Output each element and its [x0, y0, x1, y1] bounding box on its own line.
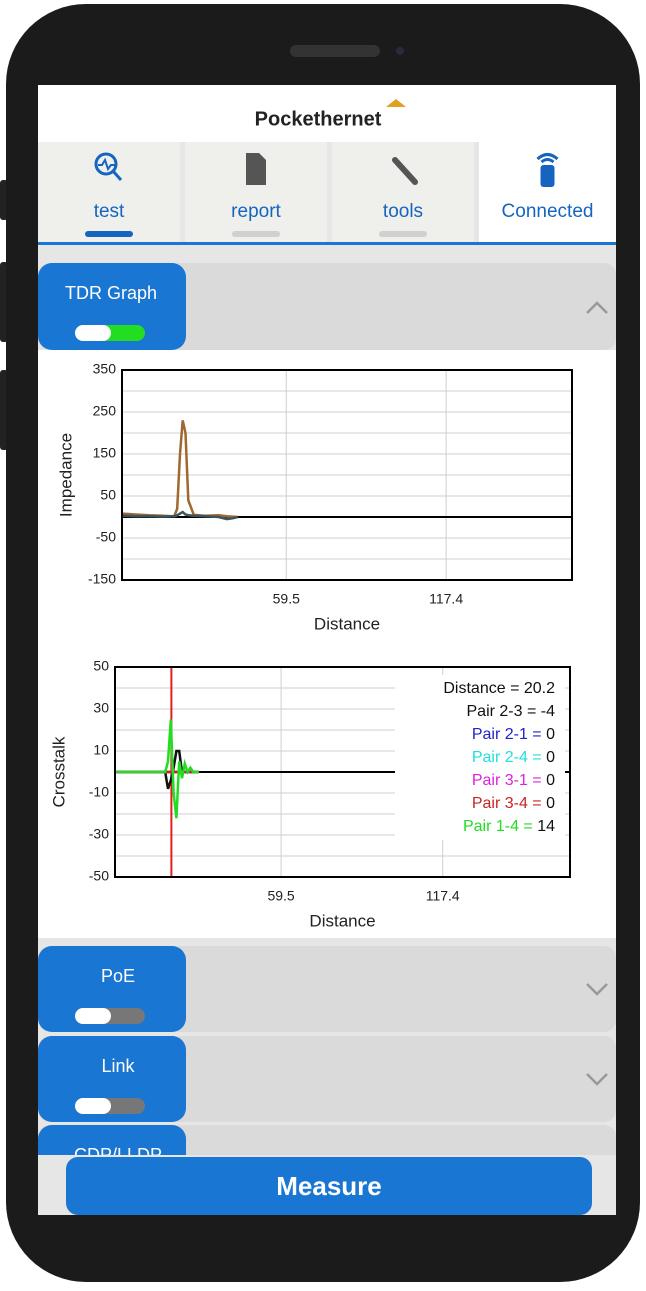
- x-tick-label: 59.5: [267, 888, 294, 904]
- tab-indicator: [232, 231, 280, 237]
- header: [38, 85, 616, 142]
- section-pill[interactable]: [38, 1125, 186, 1211]
- y-tick-label: -30: [89, 826, 109, 842]
- y-tick-label: 50: [93, 658, 109, 674]
- section-title[interactable]: Link: [101, 1056, 135, 1076]
- readout: Pair 3-1 = 0: [472, 772, 555, 789]
- readout-part: 20.2: [524, 680, 555, 697]
- readout: Pair 2-4 = 0: [472, 749, 555, 766]
- readout-part: Pair 2-3: [467, 703, 523, 720]
- sections: TDR Graph PoE Link CDP/LLDP: [38, 263, 616, 1211]
- x-tick-label: 117.4: [426, 888, 460, 904]
- line-series: [115, 719, 199, 819]
- y-axis-label: Impedance: [56, 433, 75, 517]
- tab-indicator: [379, 231, 427, 237]
- toggle-knob[interactable]: [75, 325, 111, 341]
- x-tick-label: 59.5: [273, 591, 300, 607]
- readout-part: =: [519, 818, 537, 835]
- readout: Pair 1-4 = 14: [463, 818, 555, 835]
- tab-label[interactable]: test: [94, 201, 125, 222]
- section-title[interactable]: CDP/LLDP: [74, 1145, 162, 1165]
- readout-part: Pair 1-4: [463, 818, 519, 835]
- readout-part: -4: [541, 703, 555, 720]
- readout: Distance = 20.2: [443, 680, 555, 697]
- section-title[interactable]: PoE: [101, 966, 135, 986]
- readout-part: Pair 3-4: [472, 795, 528, 812]
- y-tick-label: 150: [93, 445, 117, 461]
- tab-divider: [38, 242, 616, 245]
- icon: [392, 157, 418, 185]
- icon: [111, 170, 123, 181]
- x-tick-label: 117.4: [429, 591, 463, 607]
- y-tick-label: 50: [100, 487, 116, 503]
- measure-button[interactable]: [66, 1157, 592, 1215]
- tab[interactable]: [479, 142, 616, 242]
- y-tick-label: 10: [93, 742, 109, 758]
- charts: -150 -50 50 150 250 350 59.5 117.4 Distance Imped…: [49, 361, 573, 930]
- line-series: [121, 510, 239, 521]
- readout-part: Pair 3-1: [472, 772, 528, 789]
- readout-part: Distance: [443, 680, 505, 697]
- tab[interactable]: [38, 142, 180, 242]
- y-tick-label: 250: [93, 403, 117, 419]
- toggle-knob[interactable]: [75, 1008, 111, 1024]
- tab-label[interactable]: report: [231, 201, 281, 222]
- y-tick-label: -150: [88, 571, 116, 587]
- camera: [396, 47, 404, 55]
- readout-part: Pair 2-1: [472, 726, 528, 743]
- icon: [246, 153, 266, 185]
- readout-part: 0: [546, 749, 555, 766]
- icon: [536, 153, 559, 164]
- section-pill[interactable]: [38, 1036, 186, 1122]
- y-tick-label: 30: [93, 700, 109, 716]
- readout-part: 0: [546, 726, 555, 743]
- chart-card: [38, 350, 616, 938]
- toggle-knob[interactable]: [75, 1098, 111, 1114]
- y-tick-label: -50: [89, 868, 109, 884]
- readout-part: =: [528, 726, 546, 743]
- chevron[interactable]: [586, 1073, 608, 1086]
- plot-frame: [121, 369, 573, 581]
- tab[interactable]: [332, 142, 474, 242]
- brand-logo: [386, 99, 406, 107]
- readout-part: 0: [546, 795, 555, 812]
- tab-label[interactable]: tools: [383, 201, 423, 222]
- section-pill[interactable]: [38, 946, 186, 1032]
- tab-label[interactable]: Connected: [502, 201, 594, 222]
- readout-part: Pair 2-4: [472, 749, 528, 766]
- readout-part: 0: [546, 772, 555, 789]
- readout: Pair 2-3 = -4: [467, 703, 556, 720]
- chevron[interactable]: [586, 983, 608, 996]
- tab-bar: test report tools Connected: [38, 142, 616, 242]
- brand: Pockethernet: [255, 108, 382, 130]
- readout-part: =: [506, 680, 524, 697]
- y-tick-label: -10: [89, 784, 109, 800]
- x-axis-label: Distance: [314, 614, 380, 633]
- y-axis-label: Crosstalk: [49, 736, 68, 807]
- readout-part: =: [528, 749, 546, 766]
- y-tick-label: 350: [93, 361, 117, 377]
- readout-part: =: [528, 795, 546, 812]
- readout-box: [395, 675, 565, 840]
- plot-frame: [114, 666, 571, 878]
- readout-part: =: [523, 703, 541, 720]
- readout-part: =: [528, 772, 546, 789]
- speaker: [290, 45, 380, 57]
- x-axis-label: Distance: [309, 911, 375, 930]
- measure-label[interactable]: Measure: [276, 1171, 382, 1201]
- icon: [98, 157, 115, 172]
- section-pill[interactable]: [38, 263, 186, 350]
- readout: Pair 3-4 = 0: [472, 795, 555, 812]
- y-tick-label: -50: [96, 529, 116, 545]
- icon: [94, 152, 118, 176]
- readout: Pair 2-1 = 0: [472, 726, 555, 743]
- icon: [540, 165, 555, 187]
- chevron[interactable]: [586, 301, 608, 314]
- section-title[interactable]: TDR Graph: [65, 283, 157, 303]
- readout-part: 14: [537, 818, 555, 835]
- tab-indicator: [85, 231, 133, 237]
